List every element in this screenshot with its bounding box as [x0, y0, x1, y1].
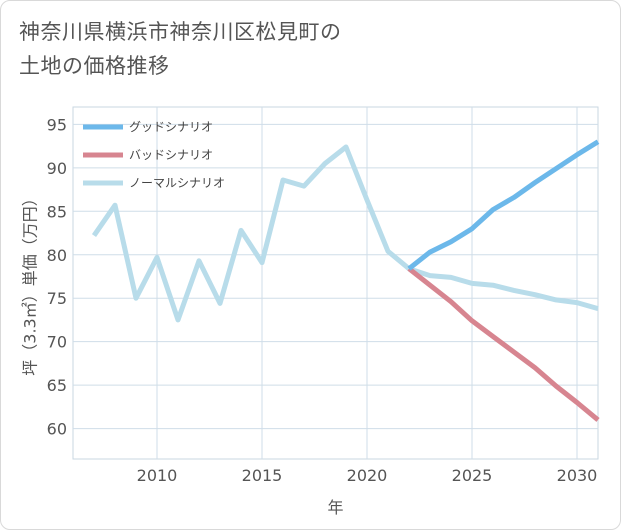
- y-axis-label: 坪（3.3㎡）単価（万円）: [21, 190, 40, 375]
- series-line-normal: [91, 144, 599, 323]
- y-tick-label: 90: [47, 159, 67, 178]
- legend-label-bad: バッドシナリオ: [129, 148, 213, 162]
- page-title-line-2: 土地の価格推移: [19, 54, 170, 78]
- y-tick-label: 65: [47, 376, 67, 395]
- series-line-good: [407, 139, 600, 271]
- series-line-bad: [407, 266, 600, 422]
- x-tick-label: 2010: [137, 466, 178, 485]
- y-axis-ticks: 60 65 70 75 80 85 90 95: [47, 115, 67, 438]
- y-tick-label: 60: [47, 420, 67, 439]
- page-title-line-1: 神奈川県横浜市神奈川区松見町の: [19, 20, 342, 44]
- y-tick-label: 85: [47, 202, 67, 221]
- y-tick-label: 70: [47, 333, 67, 352]
- y-tick-label: 80: [47, 246, 67, 265]
- y-tick-label: 75: [47, 289, 67, 308]
- y-tick-label: 95: [47, 115, 67, 134]
- page-title: 神奈川県横浜市神奈川区松見町の 土地の価格推移: [19, 15, 342, 83]
- series-lines: [91, 139, 600, 422]
- x-tick-label: 2025: [452, 466, 493, 485]
- legend-label-good: グッドシナリオ: [129, 120, 213, 134]
- x-axis-ticks: 2010 2015 2020 2025 2030: [137, 466, 598, 485]
- plot-area: [72, 106, 599, 460]
- x-axis-label: 年: [327, 498, 343, 517]
- x-tick-label: 2020: [347, 466, 388, 485]
- legend-label-normal: ノーマルシナリオ: [129, 176, 225, 190]
- x-tick-label: 2030: [557, 466, 598, 485]
- x-tick-label: 2015: [242, 466, 283, 485]
